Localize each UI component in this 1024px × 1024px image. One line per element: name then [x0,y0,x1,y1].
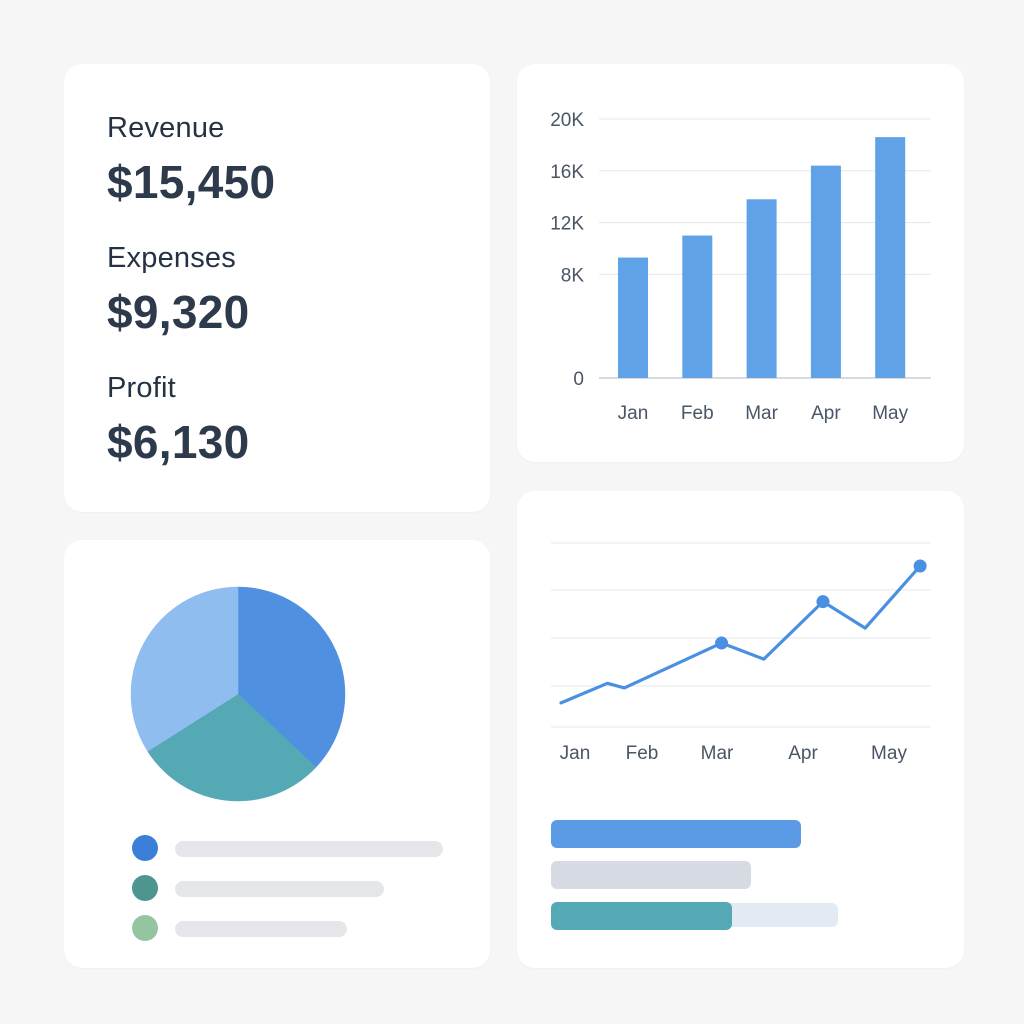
bar-y-tick-label: 16K [550,162,584,183]
kpi-card: Revenue $15,450 Expenses $9,320 Profit $… [64,64,490,512]
bar-jan [618,257,648,378]
kpi-value: $6,130 [107,416,250,468]
pie-chart [130,586,346,802]
bar-y-tick-label: 8K [561,265,585,286]
legend-color-dot [132,835,158,861]
progress-bar [551,820,801,848]
pie-slice[interactable] [130,586,239,752]
bar-x-tick-label: Jan [618,403,649,424]
bar-x-tick-label: May [872,403,908,424]
line-x-tick-label: May [871,743,907,764]
bar-y-tick-label: 0 [573,369,584,390]
line-x-tick-label: Jan [560,743,591,764]
legend-placeholder-bar [175,921,348,937]
bar-feb [682,235,713,378]
kpi-revenue: Revenue $15,450 [107,112,276,208]
line-point[interactable] [715,636,729,650]
bar-y-tick-label: 12K [550,214,584,235]
line-x-tick-label: Apr [788,743,818,764]
legend-placeholder-bar [175,881,385,897]
line-point[interactable] [913,559,927,573]
line-point[interactable] [816,595,830,609]
bar-may [875,137,906,378]
line-x-tick-label: Mar [701,743,734,764]
legend-placeholder-bar [175,841,443,857]
bar-x-tick-label: Feb [681,403,714,424]
progress-bar [551,902,732,930]
kpi-profit: Profit $6,130 [107,372,250,468]
legend-item[interactable] [132,875,432,901]
kpi-value: $9,320 [107,286,250,338]
bar-y-tick-label: 20K [550,110,584,131]
progress-bar [551,861,751,889]
kpi-expenses: Expenses $9,320 [107,242,250,338]
kpi-value: $15,450 [107,156,276,208]
pie-slice[interactable] [237,586,346,768]
bar-chart: 0 8K 12K 16K 20K Jan Feb Mar Apr May [550,110,931,424]
line-chart-card: Jan Feb Mar Apr May [517,491,964,968]
legend-color-dot [132,915,158,941]
pie-chart-card [64,540,490,968]
bar-x-tick-label: Apr [811,403,841,424]
bar-chart-card: 0 8K 12K 16K 20K Jan Feb Mar Apr May [517,64,964,462]
bar-apr [810,165,841,378]
line-series [559,564,922,705]
kpi-label: Expenses [107,242,236,274]
bar-mar [746,199,777,378]
pie-slice[interactable] [147,693,317,802]
legend-item[interactable] [132,915,432,941]
legend-color-dot [132,875,158,901]
line-x-tick-label: Feb [626,743,659,764]
bar-x-tick-label: Mar [745,403,778,424]
legend-item[interactable] [132,835,443,861]
kpi-label: Revenue [107,112,225,144]
kpi-label: Profit [107,372,176,404]
line-chart: Jan Feb Mar Apr May [551,542,931,764]
